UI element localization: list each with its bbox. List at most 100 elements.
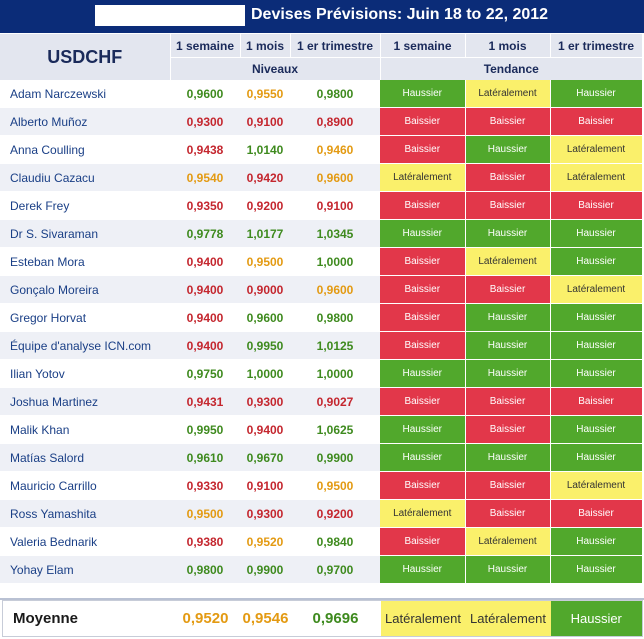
level-week: 0,9330 <box>170 471 240 500</box>
level-week: 0,9400 <box>170 247 240 276</box>
level-month: 1,0177 <box>240 219 290 248</box>
trend-month: Haussier <box>465 443 551 472</box>
trend-week: Haussier <box>380 80 466 108</box>
level-week: 0,9431 <box>170 387 240 416</box>
table-row: Gregor Horvat 0,9400 0,9600 0,9800 Baissier H… <box>0 303 643 332</box>
average-level-week: 0,9520 <box>182 610 229 627</box>
level-quarter: 0,9200 <box>290 499 380 528</box>
trend-week: Baissier <box>380 135 466 164</box>
analyst-name: Esteban Mora <box>0 247 170 276</box>
trend-quarter: Haussier <box>550 303 643 332</box>
level-quarter: 1,0625 <box>290 415 380 444</box>
col-levels-week: 1 semaine <box>170 34 241 58</box>
level-month: 0,9500 <box>240 247 290 276</box>
trend-quarter: Latéralement <box>550 471 643 500</box>
trend-month: Haussier <box>465 555 551 584</box>
table-row: Claudiu Cazacu 0,9540 0,9420 0,9600 Latérale… <box>0 163 643 192</box>
level-week: 0,9610 <box>170 443 240 472</box>
col-levels-quarter: 1 er trimestre <box>290 34 381 58</box>
spacer-cell <box>0 583 642 594</box>
level-week: 0,9400 <box>170 331 240 360</box>
trend-week: Latéralement <box>380 163 466 192</box>
trend-quarter: Baissier <box>550 387 643 416</box>
trend-week: Baissier <box>380 331 466 360</box>
analyst-name: Équipe d'analyse ICN.com <box>0 331 170 360</box>
level-week: 0,9540 <box>170 163 240 192</box>
table-row: Mauricio Carrillo 0,9330 0,9100 0,9500 Baiss… <box>0 471 643 500</box>
table-row: Ross Yamashita 0,9500 0,9300 0,9200 Latérale… <box>0 499 643 528</box>
trend-week: Baissier <box>380 275 466 304</box>
level-month: 0,9300 <box>240 499 290 528</box>
analyst-name: Malik Khan <box>0 415 170 444</box>
level-quarter: 0,9600 <box>290 163 380 192</box>
trend-month: Baissier <box>465 191 551 220</box>
trend-week: Latéralement <box>380 499 466 528</box>
trend-week: Haussier <box>380 415 466 444</box>
level-quarter: 0,9100 <box>290 191 380 220</box>
level-quarter: 0,9460 <box>290 135 380 164</box>
trend-month: Baissier <box>465 163 551 192</box>
col-trend-quarter: 1 er trimestre <box>550 34 643 58</box>
average-row: Moyenne 0,9520 0,9546 0,9696 Latéralemen… <box>2 600 643 637</box>
level-week: 0,9400 <box>170 303 240 332</box>
average-level-quarter: 0,9696 <box>312 610 359 627</box>
trend-week: Baissier <box>380 107 466 136</box>
level-quarter: 0,9900 <box>290 443 380 472</box>
trend-quarter: Baissier <box>550 499 643 528</box>
trend-month: Haussier <box>465 135 551 164</box>
trend-month: Baissier <box>465 387 551 416</box>
level-month: 0,9400 <box>240 415 290 444</box>
trend-month: Haussier <box>465 303 551 332</box>
table-row: Derek Frey 0,9350 0,9200 0,9100 Baissier Bais… <box>0 191 643 220</box>
trend-week: Baissier <box>380 471 466 500</box>
analyst-name: Gonçalo Moreira <box>0 275 170 304</box>
trend-quarter: Latéralement <box>550 163 643 192</box>
trend-quarter: Haussier <box>550 331 643 360</box>
trend-week: Haussier <box>380 219 466 248</box>
level-quarter: 0,9800 <box>290 80 380 108</box>
table-row: Ilian Yotov 0,9750 1,0000 1,0000 Haussier Hau… <box>0 359 643 388</box>
table-row: Valeria Bednarik 0,9380 0,9520 0,9840 Baissi… <box>0 527 643 556</box>
level-month: 0,9900 <box>240 555 290 584</box>
level-week: 0,9750 <box>170 359 240 388</box>
forecast-table: USDCHF 1 semaine 1 mois 1 er trimestre 1… <box>0 34 643 594</box>
col-trend-month: 1 mois <box>465 34 551 58</box>
trend-quarter: Haussier <box>550 443 643 472</box>
trend-quarter: Baissier <box>550 191 643 220</box>
currency-pair-label: USDCHF <box>0 34 171 80</box>
col-trend-week: 1 semaine <box>380 34 466 58</box>
analyst-name: Alberto Muñoz <box>0 107 170 136</box>
analyst-name: Claudiu Cazacu <box>0 163 170 192</box>
level-quarter: 0,9800 <box>290 303 380 332</box>
level-month: 0,9950 <box>240 331 290 360</box>
trend-quarter: Haussier <box>550 219 643 248</box>
title-banner: Devises Prévisions: Juin 18 to 22, 2012 <box>0 0 644 33</box>
table-row: Gonçalo Moreira 0,9400 0,9000 0,9600 Baissie… <box>0 275 643 304</box>
level-quarter: 1,0345 <box>290 219 380 248</box>
level-month: 0,9200 <box>240 191 290 220</box>
average-trend-month: Latéralement <box>465 600 551 637</box>
trend-week: Baissier <box>380 191 466 220</box>
level-quarter: 0,9700 <box>290 555 380 584</box>
table-row: Anna Coulling 0,9438 1,0140 0,9460 Baissier H… <box>0 135 643 164</box>
trend-week: Baissier <box>380 303 466 332</box>
average-trend-quarter: Haussier <box>550 600 643 637</box>
analyst-name: Anna Coulling <box>0 135 170 164</box>
table-row: Joshua Martinez 0,9431 0,9300 0,9027 Baissie… <box>0 387 643 416</box>
analyst-name: Derek Frey <box>0 191 170 220</box>
level-week: 0,9600 <box>170 80 240 108</box>
table-row: Matías Salord 0,9610 0,9670 0,9900 Haussier H… <box>0 443 643 472</box>
analyst-name: Ilian Yotov <box>0 359 170 388</box>
level-month: 0,9300 <box>240 387 290 416</box>
trend-month: Latéralement <box>465 527 551 556</box>
trend-quarter: Latéralement <box>550 275 643 304</box>
trend-month: Haussier <box>465 219 551 248</box>
trend-week: Haussier <box>380 443 466 472</box>
average-level-month: 0,9546 <box>242 610 289 627</box>
trend-month: Baissier <box>465 499 551 528</box>
analyst-name: Gregor Horvat <box>0 303 170 332</box>
trend-month: Haussier <box>465 359 551 388</box>
analyst-name: Adam Narczewski <box>0 80 170 108</box>
table-row: Esteban Mora 0,9400 0,9500 1,0000 Baissier La… <box>0 247 643 276</box>
